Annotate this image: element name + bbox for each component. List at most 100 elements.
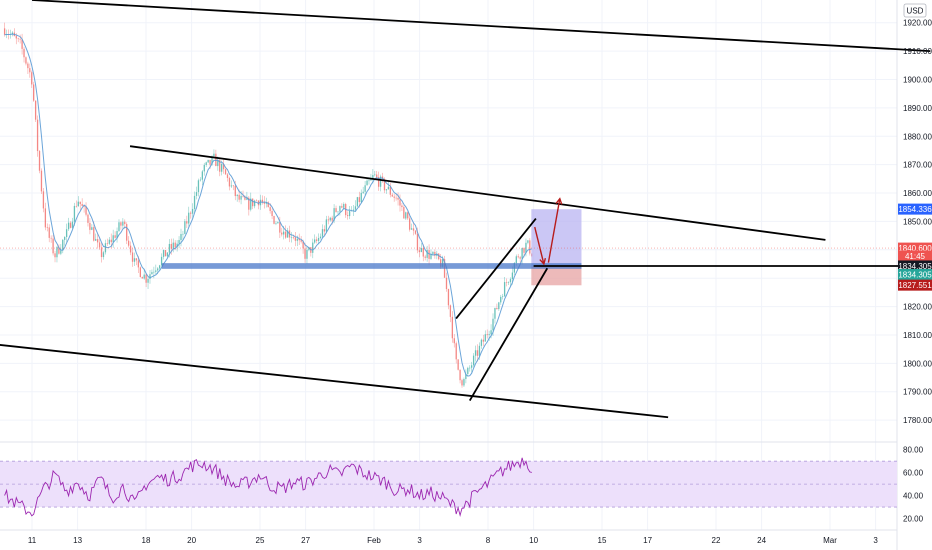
candle-body-18 [38, 151, 41, 171]
candle-body-111 [219, 160, 221, 172]
candle-body-191 [374, 174, 376, 176]
candle-body-184 [360, 192, 362, 203]
candle-body-36 [73, 205, 76, 222]
time-tick-11: 17 [643, 536, 652, 545]
candle-body-71 [141, 277, 143, 279]
candle-body-73 [145, 274, 147, 283]
candle-body-139 [273, 216, 275, 224]
candle-body-76 [151, 272, 153, 275]
candle-body-228 [445, 277, 448, 290]
candle-body-56 [112, 235, 114, 243]
candle-body-178 [348, 210, 351, 217]
candle-body-92 [182, 233, 184, 235]
time-tick-10: 15 [598, 536, 607, 545]
candle-body-46 [93, 227, 95, 241]
arrow-head-0 [539, 258, 547, 266]
trendline-4 [468, 267, 549, 401]
candle-body-101 [199, 179, 202, 181]
arrow-shaft-0 [534, 226, 545, 265]
candle-body-197 [385, 189, 388, 191]
candle-body-29 [60, 250, 62, 254]
candle-body-215 [420, 248, 423, 253]
candle-body-107 [211, 156, 213, 165]
candle-body-45 [91, 227, 93, 230]
candle-body-198 [387, 186, 390, 190]
candle-body-144 [283, 231, 285, 235]
candle-body-188 [368, 180, 370, 182]
candle-body-24 [50, 237, 52, 239]
candle-body-166 [325, 219, 328, 232]
candle-body-224 [438, 253, 440, 260]
price-badge-bg-1 [898, 242, 932, 254]
candle-body-190 [372, 175, 374, 179]
candle-body-240 [469, 367, 471, 369]
price-badge-1: 1840.600 [898, 244, 932, 253]
candle-body-249 [486, 334, 488, 336]
candle-body-119 [234, 185, 236, 197]
price-badges: 1854.3361840.60041:451834.3051834.305182… [0, 203, 932, 291]
candle-body-129 [253, 200, 256, 207]
trendlines[interactable] [0, 0, 932, 419]
time-tick-9: 10 [529, 536, 538, 545]
candle-body-182 [356, 197, 359, 207]
candle-body-163 [319, 236, 322, 239]
candle-body-93 [184, 221, 186, 234]
candle-body-186 [364, 185, 366, 192]
candle-body-253 [494, 307, 496, 319]
candle-body-85 [168, 243, 171, 253]
time-tick-3: 20 [187, 536, 196, 545]
candle-body-137 [269, 207, 271, 211]
candle-body-229 [447, 289, 450, 306]
arrows[interactable] [534, 197, 563, 266]
candle-body-68 [135, 258, 138, 261]
candle-body-114 [224, 169, 227, 175]
price-axis[interactable]: 1920.000 1910.000 1900.000 1890.000 1880.000… [903, 19, 932, 425]
time-tick-15: 3 [873, 536, 878, 545]
price-badge-3: 1834.305 [898, 262, 932, 271]
candle-body-108 [213, 153, 215, 157]
candle-body-226 [441, 259, 444, 267]
candle-body-115 [226, 174, 229, 178]
candle-body-116 [228, 177, 231, 187]
price-badge-bg-4 [898, 269, 932, 281]
candle-body-146 [286, 230, 289, 238]
candle-body-27 [56, 246, 58, 258]
time-tick-5: 27 [301, 536, 310, 545]
candle-body-208 [407, 212, 409, 219]
candle-body-153 [300, 240, 302, 242]
candle-body-238 [465, 374, 467, 380]
candle-body-204 [399, 199, 401, 206]
candle-body-82 [162, 250, 165, 257]
candle-body-100 [197, 180, 200, 193]
candle-body-134 [263, 202, 266, 204]
candle-body-80 [158, 265, 161, 269]
candle-body-55 [110, 239, 112, 243]
zones[interactable] [161, 209, 582, 286]
candle-body-96 [189, 212, 192, 214]
candle-body-236 [461, 380, 463, 386]
candle-body-202 [395, 197, 397, 199]
candle-body-259 [505, 282, 508, 283]
candle-body-159 [312, 242, 314, 253]
candle-body-57 [114, 235, 116, 238]
currency-badge[interactable]: USD [903, 3, 927, 18]
candle-body-265 [517, 256, 519, 258]
candle-body-50 [100, 247, 103, 258]
candle-body-174 [341, 206, 343, 208]
trendline-2 [0, 344, 669, 419]
price-tick-6: 1860.000 [903, 189, 932, 198]
moving-average [4, 33, 532, 377]
candle-body-251 [490, 330, 492, 335]
candle-body-140 [275, 223, 277, 224]
candle-body-262 [511, 272, 514, 280]
candle-body-270 [527, 240, 529, 243]
time-tick-6: Feb [367, 536, 381, 545]
candle-body-105 [207, 159, 209, 163]
price-tick-0: 1920.000 [903, 19, 932, 28]
candle-body-112 [220, 164, 223, 172]
time-tick-2: 18 [142, 536, 151, 545]
candle-body-42 [85, 206, 87, 215]
time-axis[interactable]: 11 13 18 20 25 27 Feb 3 8 10 15 17 22 24 Mar 3 [28, 536, 879, 545]
candle-body-136 [267, 202, 269, 208]
